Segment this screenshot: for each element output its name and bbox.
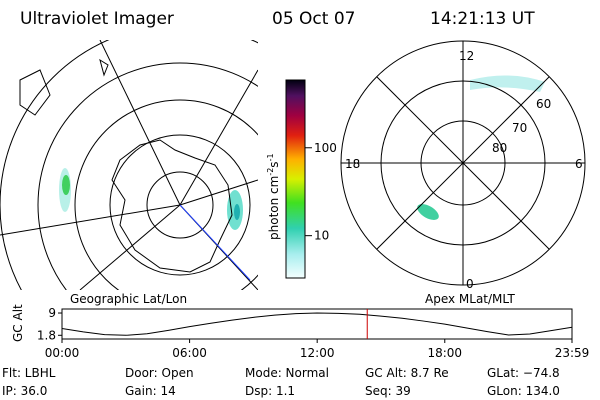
mlt-label: 12 <box>459 49 474 63</box>
geo-label: Geographic Lat/Lon <box>70 292 187 306</box>
footer-field: Mode: Normal <box>245 366 329 380</box>
footer-field: Dsp: 1.1 <box>245 384 295 398</box>
date: 05 Oct 07 <box>272 9 355 29</box>
colorbar-tick-label: 100 <box>314 141 337 155</box>
colorbar <box>285 79 306 279</box>
mlat-label: 60 <box>536 97 551 111</box>
mlat-label: 80 <box>492 141 507 155</box>
geo-map <box>0 40 258 290</box>
x-tick-label: 00:00 <box>45 346 80 360</box>
apex-label: Apex MLat/MLT <box>425 292 515 306</box>
time: 14:21:13 UT <box>430 9 535 29</box>
footer-field: Flt: LBHL <box>2 366 56 380</box>
apex-map <box>340 40 586 286</box>
x-tick-label: 18:00 <box>427 346 462 360</box>
footer-field: GLon: 134.0 <box>487 384 560 398</box>
mlt-label: 6 <box>575 157 583 171</box>
footer-field: Gain: 14 <box>125 384 176 398</box>
footer-field: Door: Open <box>125 366 194 380</box>
altitude-line <box>61 312 573 336</box>
footer-field: IP: 36.0 <box>2 384 47 398</box>
colorbar-label: photon cm-2s-1 <box>266 153 281 240</box>
x-tick-label: 12:00 <box>300 346 335 360</box>
title: Ultraviolet Imager <box>20 9 174 29</box>
y-tick-label: 9 <box>48 306 56 320</box>
footer-field: GC Alt: 8.7 Re <box>365 366 449 380</box>
y-tick-label: 1.8 <box>37 328 56 342</box>
x-tick-label: 06:00 <box>172 346 207 360</box>
footer-field: GLat: −74.8 <box>487 366 560 380</box>
mlt-label: 18 <box>345 157 360 171</box>
footer-field: Seq: 39 <box>365 384 411 398</box>
colorbar-tick-label: 10 <box>314 229 329 243</box>
x-tick-label: 23:59 <box>555 346 590 360</box>
y-axis-label: GC Alt <box>11 304 25 342</box>
mlt-label: 0 <box>466 277 474 291</box>
mlat-label: 70 <box>512 121 527 135</box>
